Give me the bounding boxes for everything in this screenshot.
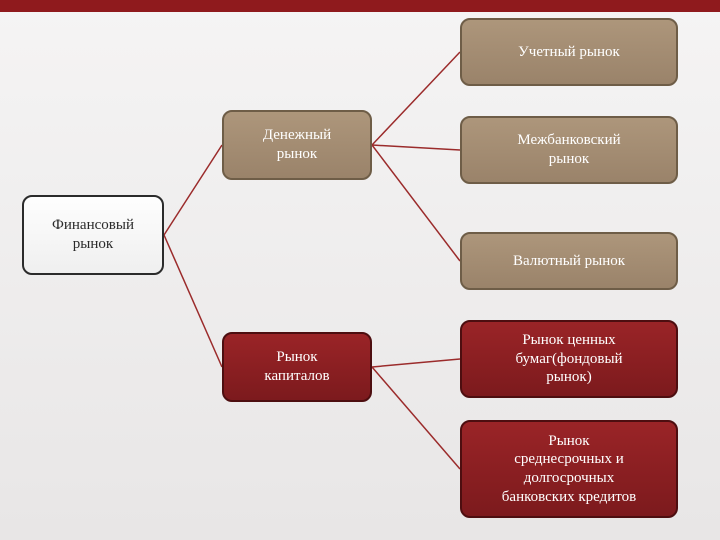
node-label: Учетный рынок: [518, 43, 620, 62]
node-capital: Рыноккапиталов: [222, 332, 372, 402]
edge-money-acct: [372, 52, 460, 145]
edge-capital-sec: [372, 359, 460, 367]
edge-money-inter: [372, 145, 460, 150]
node-label: Рыноксреднесрочных идолгосрочныхбанковск…: [502, 432, 636, 507]
top-accent-bar: [0, 0, 720, 12]
node-root: Финансовыйрынок: [22, 195, 164, 275]
node-label: Валютный рынок: [513, 252, 625, 271]
node-label: Финансовыйрынок: [52, 216, 134, 254]
node-label: Денежныйрынок: [263, 126, 331, 164]
node-money: Денежныйрынок: [222, 110, 372, 180]
node-credit: Рыноксреднесрочных идолгосрочныхбанковск…: [460, 420, 678, 518]
node-sec: Рынок ценныхбумаг(фондовыйрынок): [460, 320, 678, 398]
node-inter: Межбанковскийрынок: [460, 116, 678, 184]
node-acct: Учетный рынок: [460, 18, 678, 86]
edge-capital-credit: [372, 367, 460, 469]
edge-root-capital: [164, 235, 222, 367]
edge-money-fx: [372, 145, 460, 261]
node-fx: Валютный рынок: [460, 232, 678, 290]
node-label: Межбанковскийрынок: [517, 131, 620, 169]
edge-root-money: [164, 145, 222, 235]
node-label: Рынок ценныхбумаг(фондовыйрынок): [515, 331, 622, 387]
node-label: Рыноккапиталов: [264, 348, 329, 386]
